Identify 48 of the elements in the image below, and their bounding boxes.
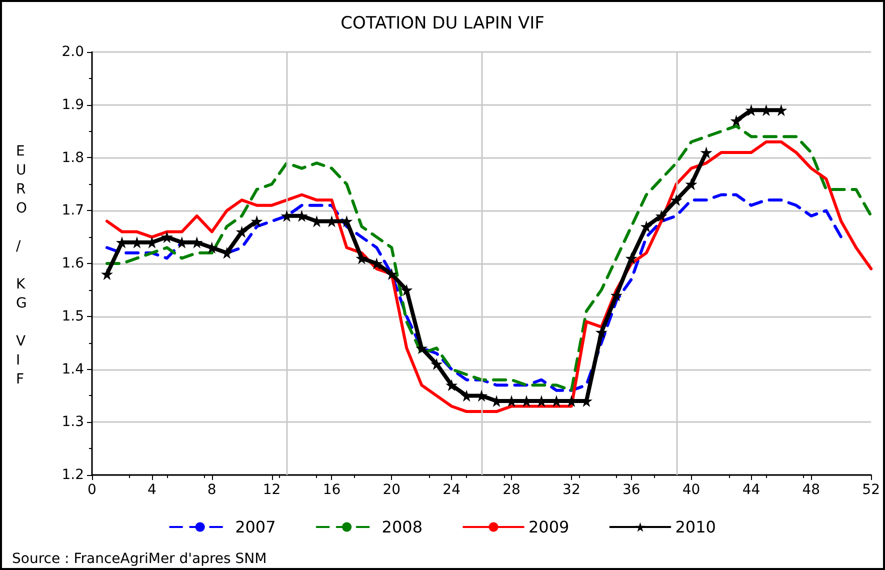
x-tick-label: 44 xyxy=(742,482,760,498)
point xyxy=(160,231,173,244)
point xyxy=(685,178,698,190)
point xyxy=(446,379,458,392)
y-tick-label: 1.4 xyxy=(62,361,84,378)
x-tick-label: 24 xyxy=(442,482,461,498)
x-tick-label: 28 xyxy=(502,482,520,498)
point xyxy=(610,289,622,302)
legend-label: 2008 xyxy=(382,518,422,536)
source-note: Source : FranceAgriMer d'apres SNM xyxy=(12,551,267,567)
point xyxy=(250,215,263,228)
y-tick-label: 1.9 xyxy=(62,96,84,113)
point xyxy=(100,268,113,280)
point xyxy=(730,114,742,127)
x-tick-label: 8 xyxy=(207,482,216,498)
x-tick-label: 12 xyxy=(262,482,281,498)
x-tick-label: 32 xyxy=(562,482,580,498)
chart-title: COTATION DU LAPIN VIF xyxy=(340,14,544,34)
point xyxy=(625,252,638,264)
x-tick-label: 48 xyxy=(802,482,820,498)
x-tick-label: 36 xyxy=(622,482,640,498)
point xyxy=(655,210,668,222)
x-tick-label: 0 xyxy=(88,482,96,498)
point xyxy=(595,326,608,338)
text: EURO / KG VIF xyxy=(16,144,28,388)
y-tick-label: 1.2 xyxy=(62,467,84,483)
x-tick-label: 40 xyxy=(682,482,700,498)
y-tick-label: 1.6 xyxy=(62,256,84,272)
y-tick-label: 1.3 xyxy=(62,414,84,430)
point xyxy=(400,284,413,296)
y-tick-label: 1.5 xyxy=(62,308,84,324)
y-tick-label: 1.8 xyxy=(62,150,84,166)
x-tick-label: 20 xyxy=(382,482,401,498)
point xyxy=(236,226,248,238)
point xyxy=(430,358,443,370)
x-tick-label: 4 xyxy=(147,482,156,498)
x-tick-label: 52 xyxy=(862,482,880,498)
y-tick-label: 2.0 xyxy=(62,44,84,60)
point xyxy=(700,146,712,158)
legend-label: 2010 xyxy=(675,518,716,536)
point xyxy=(670,194,682,206)
point xyxy=(386,268,398,280)
point xyxy=(356,252,368,264)
y-tick-label: 1.7 xyxy=(62,202,84,219)
legend-label: 2007 xyxy=(235,518,276,536)
point xyxy=(640,220,652,232)
legend-label: 2009 xyxy=(528,518,570,536)
x-tick-label: 16 xyxy=(322,482,341,498)
